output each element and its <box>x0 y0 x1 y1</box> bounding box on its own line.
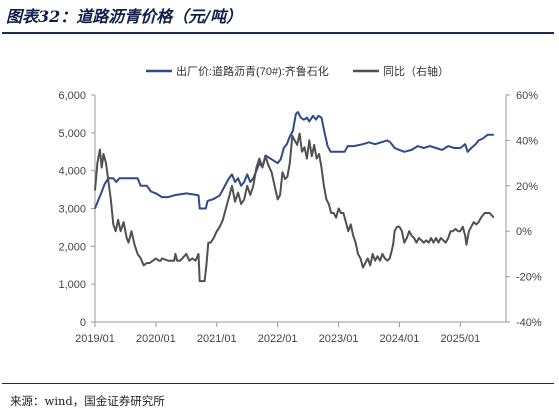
y-right-tick-label: -40% <box>516 317 542 329</box>
y-left-tick-label: 2,000 <box>58 241 86 253</box>
y-left-tick-label: 5,000 <box>58 128 86 140</box>
chart-plot-area <box>94 111 495 283</box>
y-right-tick-label: -20% <box>516 272 542 284</box>
y-right-tick-label: 20% <box>516 181 538 193</box>
x-tick-label: 2021/01 <box>197 333 237 345</box>
footer-rule <box>2 383 554 384</box>
x-tick-label: 2025/01 <box>440 333 480 345</box>
chart-title: 图表32：道路沥青价格（元/吨） <box>6 7 243 26</box>
x-tick-label: 2019/01 <box>75 333 115 345</box>
y-left-tick-label: 0 <box>80 317 86 329</box>
price-series-line <box>94 111 494 210</box>
yoy-series-line <box>94 132 495 283</box>
y-right-tick-label: 0% <box>516 226 532 238</box>
y-left-tick-label: 3,000 <box>58 204 86 216</box>
line-chart: 出厂价:道路沥青(70#):齐鲁石化 同比（右轴） 0 1,000 2,000 3,00… <box>58 64 541 345</box>
x-tick-label: 2024/01 <box>380 333 420 345</box>
y-left-tick-label: 4,000 <box>58 166 86 178</box>
legend-label: 同比（右轴） <box>383 64 449 78</box>
source-note: 来源：wind，国金证券研究所 <box>10 394 165 408</box>
y-right-tick-label: 40% <box>516 135 538 147</box>
title-rule <box>2 32 554 34</box>
x-tick-label: 2020/01 <box>136 333 176 345</box>
x-tick-label: 2022/01 <box>258 333 298 345</box>
legend-label: 出厂价:道路沥青(70#):齐鲁石化 <box>176 64 329 78</box>
y-left-tick-label: 6,000 <box>58 90 86 102</box>
y-left-tick-label: 1,000 <box>58 279 86 291</box>
chart-legend: 出厂价:道路沥青(70#):齐鲁石化 同比（右轴） <box>146 64 449 78</box>
y-right-tick-label: 60% <box>516 90 538 102</box>
x-tick-label: 2023/01 <box>319 333 359 345</box>
chart-axes: 0 1,000 2,000 3,000 4,000 5,000 6,000 -40% -20% 0… <box>58 90 541 345</box>
